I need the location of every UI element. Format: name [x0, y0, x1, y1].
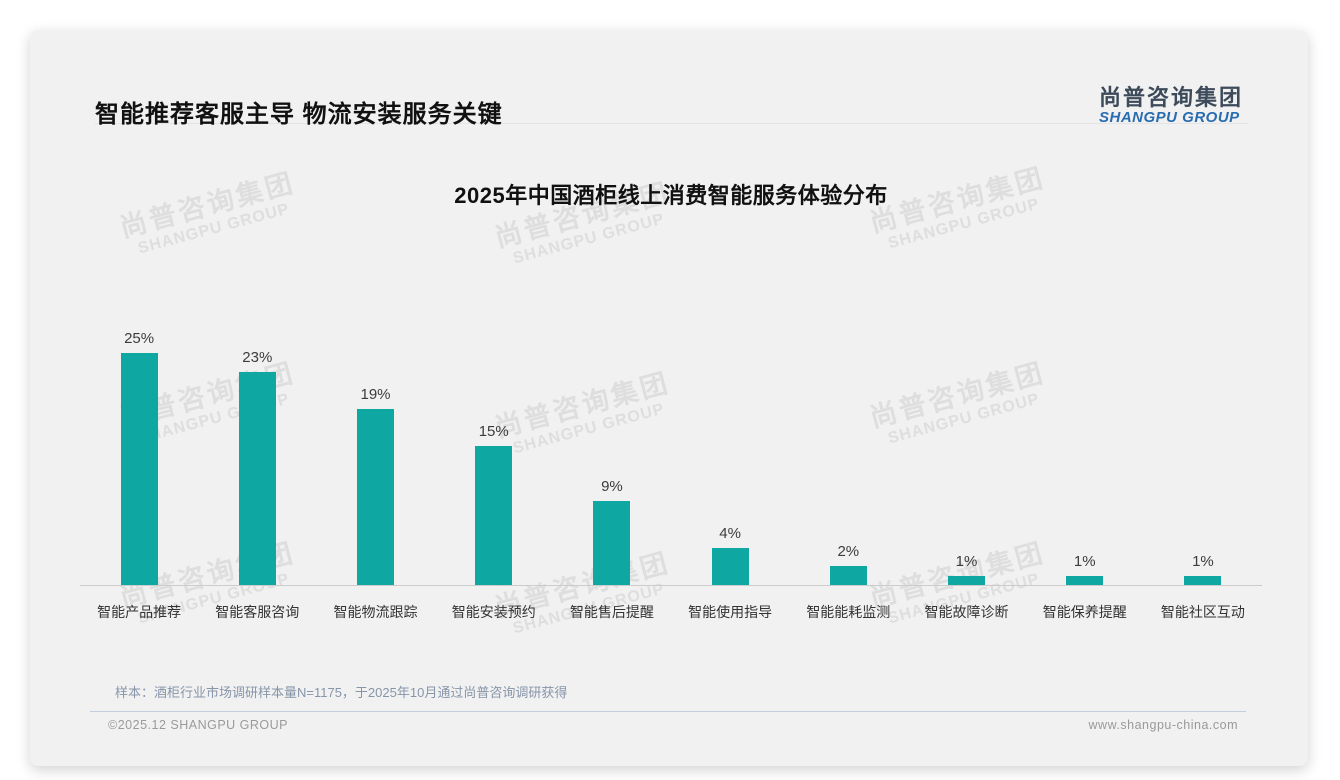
company-logo: 尚普咨询集团 SHANGPU GROUP	[1098, 85, 1243, 127]
category-label: 智能保养提醒	[1042, 604, 1127, 620]
bar	[593, 501, 631, 585]
sample-note: 样本：酒柜行业市场调研样本量N=1175，于2025年10月通过尚普咨询调研获得	[115, 685, 568, 700]
category-label: 智能物流跟踪	[333, 604, 418, 620]
header-divider	[95, 123, 1248, 124]
bar-chart: 2025年中国酒柜线上消费智能服务体验分布 25% 23% 19% 15% 9% 4% 2%…	[80, 178, 1262, 622]
bar-column: 1%	[1144, 553, 1262, 585]
bar	[948, 575, 986, 585]
category-label: 智能售后提醒	[569, 604, 654, 620]
category-label: 智能安装预约	[451, 604, 536, 620]
footer-divider	[90, 711, 1246, 712]
category-label: 智能使用指导	[688, 604, 773, 620]
bar	[357, 408, 394, 585]
bar-value-label: 23%	[242, 348, 273, 366]
category-label: 智能社区互动	[1160, 604, 1245, 620]
bar-value-label: 25%	[124, 330, 155, 347]
category-label: 智能客服咨询	[215, 604, 300, 620]
bar-value-label: 1%	[1073, 552, 1096, 570]
website-url: www.shangpu-china.com	[1088, 718, 1238, 732]
logo-english-text: SHANGPU GROUP	[1098, 109, 1240, 127]
category-label: 智能故障诊断	[924, 604, 1009, 620]
bar-column: 23%	[198, 349, 316, 585]
bar	[829, 566, 867, 585]
bar	[1184, 575, 1222, 585]
bar-value-label: 1%	[1192, 552, 1214, 570]
bar-value-label: 4%	[719, 524, 741, 542]
bar-column: 19%	[316, 386, 434, 585]
chart-category-axis: 智能产品推荐 智能客服咨询 智能物流跟踪 智能安装预约 智能售后提醒 智能使用指导 智能能耗…	[80, 602, 1262, 622]
bar-column: 2%	[789, 543, 907, 585]
chart-plot-area: 25% 23% 19% 15% 9% 4% 2% 1% 1% 1%	[80, 295, 1262, 586]
header: 智能推荐客服主导 物流安装服务关键 尚普咨询集团 SHANGPU GROUP	[95, 78, 1243, 129]
bar-value-label: 2%	[837, 543, 860, 561]
bar-value-label: 19%	[360, 385, 391, 403]
bar-column: 25%	[80, 330, 198, 585]
page-title: 智能推荐客服主导 物流安装服务关键	[95, 101, 503, 128]
category-label: 智能能耗监测	[806, 604, 891, 620]
bar-column: 1%	[1026, 553, 1144, 585]
category-label: 智能产品推荐	[97, 604, 182, 620]
copyright-text: ©2025.12 SHANGPU GROUP	[108, 718, 288, 732]
bar	[1066, 575, 1104, 585]
bar-column: 9%	[553, 478, 671, 585]
bar-column: 15%	[435, 423, 553, 585]
bar	[475, 445, 513, 585]
bar-column: 1%	[907, 553, 1025, 585]
bar-value-label: 15%	[478, 422, 509, 440]
chart-title: 2025年中国酒柜线上消费智能服务体验分布	[454, 183, 888, 208]
bar-value-label: 9%	[601, 478, 623, 496]
slide-card: 尚普咨询集团 SHANGPU GROUP 尚普咨询集团 SHANGPU GROUP 尚普…	[30, 30, 1308, 766]
bar-value-label: 1%	[955, 552, 978, 570]
bar	[120, 353, 158, 585]
footer: ©2025.12 SHANGPU GROUP www.shangpu-china…	[108, 718, 1238, 732]
bar	[238, 371, 276, 585]
bar-column: 4%	[671, 525, 789, 585]
logo-chinese-text: 尚普咨询集团	[1098, 85, 1243, 110]
bar	[711, 547, 749, 585]
